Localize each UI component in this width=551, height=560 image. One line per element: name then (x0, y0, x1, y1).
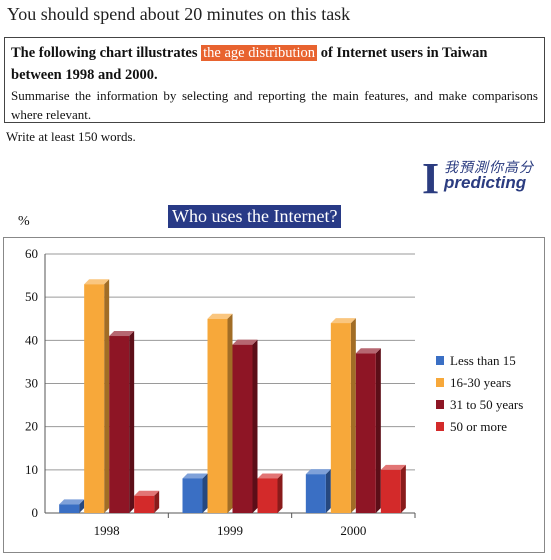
y-tick-label: 20 (25, 419, 38, 434)
bar-side (154, 490, 160, 513)
y-tick-label: 30 (25, 376, 38, 391)
chart-frame (3, 237, 545, 553)
y-tick-label: 40 (25, 332, 38, 347)
bar-side (375, 348, 381, 513)
bar-top (232, 339, 258, 345)
x-tick-label: 2000 (340, 523, 366, 538)
bar-top (257, 473, 283, 479)
bar-top (84, 279, 110, 285)
logo-letter: I (422, 154, 440, 203)
legend-swatch (436, 378, 444, 387)
task-prompt-box: The following chart illustrates the age … (4, 37, 545, 123)
bar-top (355, 348, 381, 354)
word-count-instruction: Write at least 150 words. (6, 129, 136, 144)
bar-less-than-15-1999 (182, 478, 203, 513)
y-tick-label: 10 (25, 462, 38, 477)
bar-top (59, 499, 85, 505)
x-tick-label: 1998 (94, 523, 120, 538)
bar-side (202, 473, 208, 513)
bar-16-30-years-2000 (330, 323, 351, 513)
highlighted-phrase: the age distribution (201, 45, 318, 61)
bar-16-30-years-1999 (207, 318, 228, 513)
y-tick-label: 60 (25, 246, 38, 261)
bar-side (104, 279, 110, 513)
task-time-instruction: You should spend about 20 minutes on thi… (7, 4, 351, 24)
legend-swatch (436, 356, 444, 365)
bar-31-to-50-years-2000 (355, 353, 376, 513)
legend-swatch (436, 400, 444, 409)
logo-word: predicting (444, 173, 527, 192)
legend-swatch (436, 422, 444, 431)
legend-label: 16-30 years (450, 375, 511, 390)
bar-top (182, 473, 208, 479)
chart-title: Who uses the Internet? (168, 205, 342, 228)
bar-top (134, 490, 160, 496)
logo-chinese-text: 我預測你高分 (444, 161, 534, 176)
bar-50-or-more-1998 (134, 495, 155, 513)
bar-side (350, 318, 356, 513)
legend-label: 50 or more (450, 419, 507, 434)
summary-instruction: Summarise the information by selecting a… (11, 88, 538, 122)
bar-side (79, 499, 85, 513)
bar-side (277, 473, 283, 513)
bar-top (380, 464, 406, 470)
bar-31-to-50-years-1999 (232, 344, 253, 513)
task-line-1-start: The following chart illustrates (11, 45, 198, 61)
legend-label: 31 to 50 years (450, 397, 523, 412)
bar-side (227, 313, 233, 513)
bar-top (305, 469, 331, 475)
y-axis-unit: % (18, 214, 30, 229)
bar-top (207, 313, 233, 319)
y-tick-label: 50 (25, 289, 38, 304)
bar-top (109, 331, 135, 337)
bar-side (325, 469, 331, 513)
bar-top (330, 318, 356, 324)
bar-31-to-50-years-1998 (109, 336, 130, 513)
bar-side (252, 339, 258, 513)
bar-less-than-15-2000 (305, 474, 326, 513)
x-tick-label: 1999 (217, 523, 243, 538)
bar-side (400, 464, 406, 513)
legend-label: Less than 15 (450, 353, 516, 368)
bar-less-than-15-1998 (59, 504, 80, 513)
brand-logo: I 我預測你高分 predicting (422, 154, 547, 203)
y-tick-label: 0 (32, 505, 39, 520)
bar-side (129, 331, 135, 513)
bar-16-30-years-1998 (84, 284, 105, 513)
task-line-1: The following chart illustrates the age … (11, 42, 538, 64)
task-line-1-end: of Internet users in Taiwan (320, 45, 488, 61)
task-line-2: between 1998 and 2000. (11, 67, 158, 83)
bar-50-or-more-1999 (257, 478, 278, 513)
bar-50-or-more-2000 (380, 469, 401, 513)
